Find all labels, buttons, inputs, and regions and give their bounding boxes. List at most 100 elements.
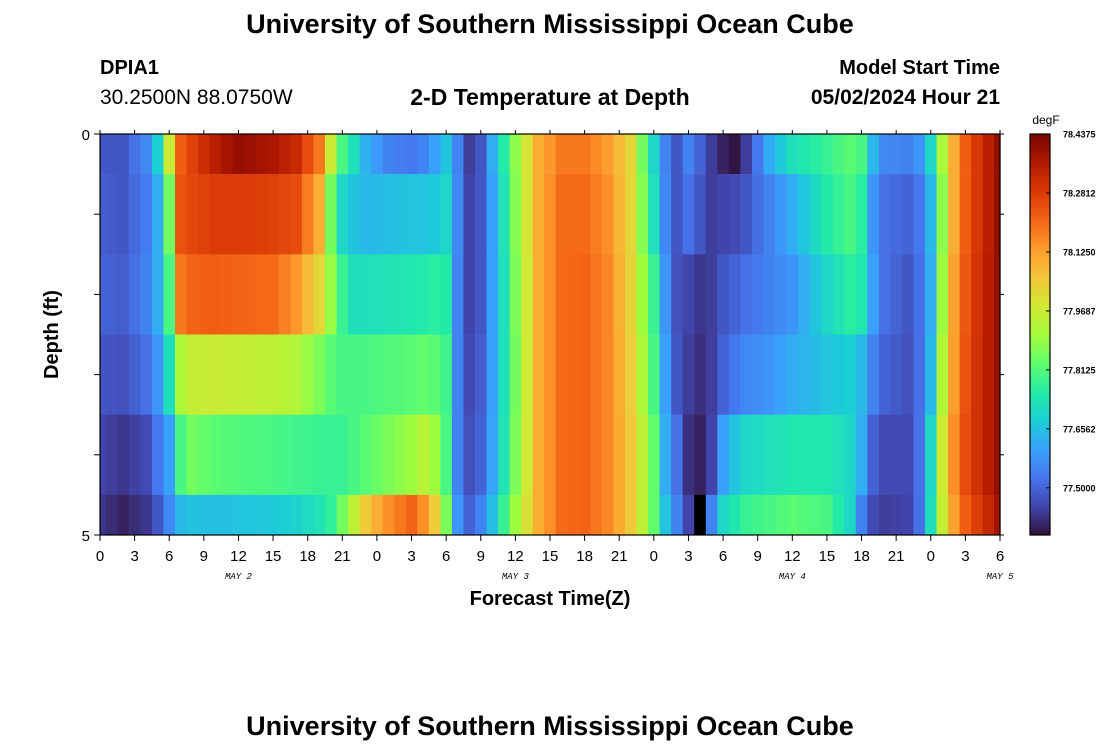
- heatmap-cell: [394, 134, 407, 175]
- heatmap-cell: [117, 134, 130, 175]
- heatmap-cell: [590, 134, 603, 175]
- heatmap-cell: [717, 174, 730, 255]
- heatmap-cell: [486, 494, 499, 536]
- heatmap-cell: [994, 334, 1001, 415]
- heatmap-cell: [232, 254, 245, 335]
- heatmap-cell: [613, 174, 626, 255]
- heatmap-cell: [925, 494, 938, 536]
- x-tick-label: 21: [888, 548, 905, 565]
- heatmap-cell: [798, 494, 811, 536]
- heatmap-cell: [925, 254, 938, 335]
- heatmap-cell: [671, 134, 684, 175]
- heatmap-cell: [809, 494, 822, 536]
- heatmap-cell: [751, 494, 765, 536]
- heatmap-cell: [867, 254, 880, 335]
- heatmap-cell: [521, 134, 534, 175]
- heatmap-cell: [948, 174, 961, 255]
- heatmap-cell: [890, 134, 903, 175]
- heatmap-cell: [463, 414, 476, 496]
- heatmap-cell: [636, 334, 649, 415]
- heatmap-cell: [463, 254, 476, 335]
- heatmap-cell: [855, 334, 868, 415]
- heatmap-cell: [890, 334, 903, 415]
- x-day-label: MAY 5: [986, 572, 1014, 582]
- heatmap-cell: [394, 334, 407, 415]
- heatmap-cell: [717, 334, 730, 415]
- heatmap-cell: [475, 494, 488, 536]
- heatmap-cell: [336, 334, 349, 415]
- heatmap-cell: [717, 414, 730, 496]
- heatmap-cell: [382, 414, 395, 496]
- heatmap-cell: [798, 414, 811, 496]
- heatmap-cell: [405, 134, 418, 175]
- heatmap-cell: [913, 334, 926, 415]
- heatmap-cell: [475, 334, 488, 415]
- heatmap-cell: [255, 254, 268, 335]
- heatmap-cell: [313, 134, 326, 175]
- x-tick-label: 21: [334, 548, 351, 565]
- heatmap-cell: [578, 254, 591, 335]
- heatmap-cell: [636, 134, 649, 175]
- heatmap-cell: [105, 254, 118, 335]
- heatmap-cell: [244, 494, 257, 536]
- heatmap-cell: [855, 254, 868, 335]
- heatmap-cell: [348, 334, 361, 415]
- heatmap-cell: [578, 174, 591, 255]
- heatmap-cell: [382, 134, 395, 175]
- heatmap-cell: [417, 254, 430, 335]
- heatmap-cell: [821, 174, 834, 255]
- heatmap-cell: [521, 494, 534, 536]
- heatmap-cell: [625, 494, 638, 536]
- heatmap-cell: [682, 494, 695, 536]
- heatmap-cell: [821, 494, 834, 536]
- footer-title: University of Southern Mississippi Ocean…: [246, 711, 854, 741]
- heatmap-cell: [625, 134, 638, 175]
- heatmap-cell: [428, 254, 441, 335]
- heatmap-cell: [636, 174, 649, 255]
- heatmap-cell: [440, 334, 453, 415]
- heatmap-cell: [301, 334, 315, 415]
- heatmap-cell: [555, 134, 568, 175]
- heatmap-cell: [371, 174, 384, 255]
- heatmap-cell: [878, 414, 891, 496]
- heatmap-cell: [428, 334, 441, 415]
- heatmap-cell: [751, 174, 765, 255]
- heatmap-cell: [821, 134, 834, 175]
- heatmap-cell: [948, 334, 961, 415]
- heatmap-cell: [451, 494, 465, 536]
- heatmap-cell: [867, 494, 880, 536]
- heatmap-cell: [901, 414, 915, 496]
- heatmap-cell: [498, 414, 511, 496]
- heatmap-cell: [267, 494, 280, 536]
- heatmap-cell: [855, 174, 868, 255]
- heatmap-cell: [475, 414, 488, 496]
- heatmap-cell: [613, 134, 626, 175]
- heatmap-cell: [151, 174, 165, 255]
- heatmap-cell: [682, 134, 695, 175]
- heatmap-cell: [971, 254, 984, 335]
- heatmap-cell: [694, 174, 707, 255]
- x-tick-label: 0: [373, 548, 381, 565]
- heatmap-cell: [682, 334, 695, 415]
- x-tick-label: 15: [265, 548, 282, 565]
- heatmap-cell: [301, 174, 315, 255]
- heatmap-cell: [705, 254, 718, 335]
- heatmap-cell: [625, 254, 638, 335]
- heatmap-cell: [855, 414, 868, 496]
- heatmap-cell: [867, 134, 880, 175]
- heatmap-cell: [428, 134, 441, 175]
- heatmap-cell: [336, 254, 349, 335]
- heatmap-cell: [786, 334, 799, 415]
- heatmap-cell: [659, 134, 672, 175]
- heatmap-cell: [982, 334, 995, 415]
- colorbar-tick-label: 77.9687: [1063, 306, 1096, 316]
- heatmap-cell: [786, 174, 799, 255]
- heatmap-cell: [198, 134, 211, 175]
- heatmap-cell: [278, 494, 291, 536]
- heatmap-cell: [359, 254, 372, 335]
- heatmap-cell: [140, 414, 153, 496]
- heatmap-cell: [232, 134, 245, 175]
- heatmap-cell: [613, 254, 626, 335]
- heatmap-cell: [509, 414, 522, 496]
- heatmap-cell: [198, 254, 211, 335]
